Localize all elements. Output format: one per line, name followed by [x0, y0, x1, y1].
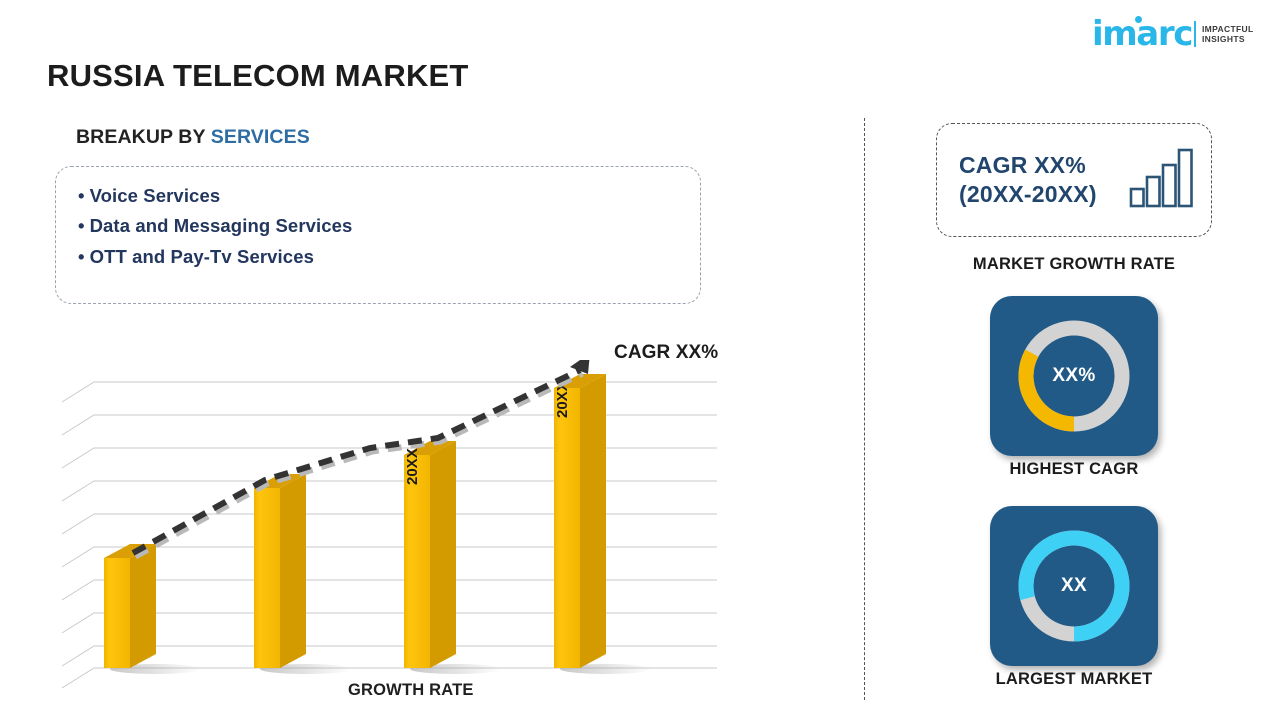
- list-item-label: Data and Messaging Services: [89, 215, 353, 237]
- subtitle-accent: SERVICES: [210, 126, 310, 148]
- list-item: • Voice Services: [78, 181, 700, 211]
- chart-cagr-label: CAGR XX%: [614, 342, 719, 363]
- market-growth-rate-caption: MARKET GROWTH RATE: [972, 255, 1176, 273]
- logo-divider-icon: [1193, 21, 1196, 47]
- bar-chart-icon: [1129, 147, 1193, 214]
- list-item: • Data and Messaging Services: [78, 211, 700, 241]
- highest-cagr-tile: XX%: [990, 296, 1158, 456]
- bar-3-value-label: 20XX: [404, 448, 421, 485]
- cagr-line-1: CAGR XX%: [959, 151, 1086, 178]
- bullet-glyph: •: [78, 215, 85, 237]
- logo-tagline-line1: IMPACTFUL: [1201, 23, 1254, 34]
- breakup-list-box: • Voice Services • Data and Messaging Serv…: [55, 166, 701, 304]
- highest-cagr-caption: HIGHEST CAGR: [1009, 460, 1139, 478]
- bar-4: 20XX: [554, 374, 606, 668]
- largest-market-value: XX: [1061, 575, 1087, 596]
- chart-baseline: [61, 667, 717, 689]
- chart-axis-label: GROWTH RATE: [348, 681, 474, 699]
- vertical-divider: [864, 118, 865, 700]
- trend-arrowhead-icon: [570, 360, 590, 374]
- chart-gridlines: [61, 381, 717, 667]
- subtitle-prefix: BREAKUP BY: [76, 126, 211, 148]
- logo-wordmark: imarc: [1092, 14, 1193, 54]
- imarc-logo: imarc IMPACTFUL INSIGHTS: [1092, 14, 1268, 54]
- trend-line: [131, 360, 590, 560]
- page-title: RUSSIA TELECOM MARKET: [47, 58, 469, 93]
- logo-tagline: IMPACTFUL INSIGHTS: [1202, 24, 1254, 44]
- bar-2: [254, 474, 306, 668]
- highest-cagr-donut: XX%: [1013, 315, 1135, 437]
- growth-rate-chart: 20XX 20XX: [60, 360, 740, 705]
- bar-4-value-label: 20XX: [554, 381, 571, 418]
- market-growth-rate-text: CAGR XX% (20XX-20XX): [959, 151, 1097, 210]
- highest-cagr-value: XX%: [1052, 365, 1096, 386]
- list-item: • OTT and Pay-Tv Services: [78, 242, 700, 272]
- section-subtitle: BREAKUP BY SERVICES: [76, 126, 310, 149]
- cagr-line-2: (20XX-20XX): [959, 181, 1097, 207]
- logo-tagline-line2: INSIGHTS: [1201, 34, 1245, 44]
- chart-svg: 20XX 20XX: [61, 360, 717, 689]
- bullet-glyph: •: [78, 245, 85, 267]
- list-item-label: Voice Services: [89, 185, 221, 206]
- largest-market-donut: XX: [1013, 525, 1135, 647]
- bar-1: [104, 544, 156, 668]
- list-item-label: OTT and Pay-Tv Services: [89, 245, 314, 267]
- bar-ground-shadows: [110, 664, 652, 674]
- bullet-glyph: •: [78, 185, 85, 206]
- largest-market-tile: XX: [990, 506, 1158, 666]
- largest-market-caption: LARGEST MARKET: [995, 670, 1153, 688]
- market-growth-rate-box: CAGR XX% (20XX-20XX): [936, 123, 1212, 237]
- bar-3: 20XX: [404, 441, 456, 668]
- logo-dot-icon: [1135, 16, 1142, 23]
